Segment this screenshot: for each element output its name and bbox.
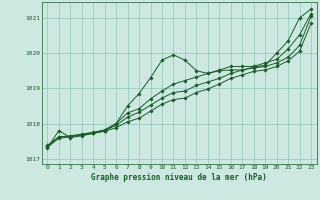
X-axis label: Graphe pression niveau de la mer (hPa): Graphe pression niveau de la mer (hPa) — [91, 173, 267, 182]
